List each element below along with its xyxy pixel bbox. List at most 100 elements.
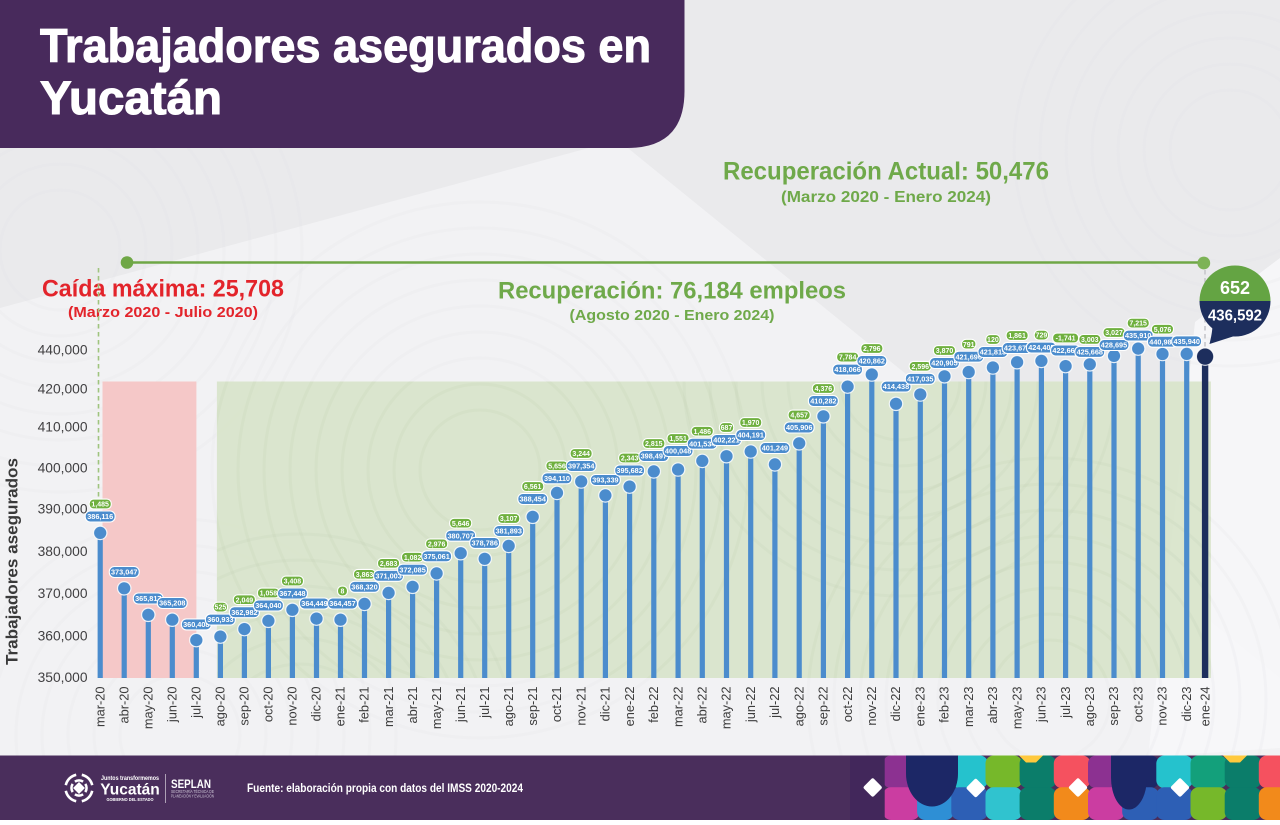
svg-text:360,933: 360,933 <box>207 615 233 624</box>
svg-text:1,861: 1,861 <box>1008 333 1026 340</box>
svg-text:Trabajadores asegurados en: Trabajadores asegurados en <box>40 19 651 72</box>
svg-text:Fuente: elaboración propia con: Fuente: elaboración propia con datos del… <box>247 781 523 795</box>
svg-text:ene-22: ene-22 <box>622 687 637 727</box>
svg-text:7,784: 7,784 <box>839 355 857 362</box>
svg-text:abr-23: abr-23 <box>985 687 1000 724</box>
svg-text:3,107: 3,107 <box>500 516 518 523</box>
svg-text:370,000: 370,000 <box>38 586 88 601</box>
svg-text:oct-22: oct-22 <box>840 687 855 723</box>
svg-text:687: 687 <box>721 425 733 432</box>
svg-text:364,457: 364,457 <box>329 599 355 608</box>
svg-text:362,982: 362,982 <box>231 608 257 617</box>
svg-text:365,208: 365,208 <box>159 599 185 608</box>
svg-text:ene-23: ene-23 <box>913 687 928 727</box>
svg-text:364,449: 364,449 <box>301 599 327 608</box>
svg-text:jun-21: jun-21 <box>453 687 468 724</box>
svg-text:395,682: 395,682 <box>616 466 642 475</box>
svg-text:jun-23: jun-23 <box>1034 687 1049 724</box>
svg-text:410,282: 410,282 <box>810 397 836 406</box>
svg-text:378,786: 378,786 <box>472 539 498 548</box>
svg-text:401,249: 401,249 <box>762 444 788 453</box>
svg-text:3,244: 3,244 <box>572 451 590 458</box>
svg-text:3,027: 3,027 <box>1105 330 1123 337</box>
svg-text:nov-23: nov-23 <box>1155 687 1170 726</box>
svg-text:2,343: 2,343 <box>621 456 639 463</box>
svg-text:(Agosto 2020 - Enero 2024): (Agosto 2020 - Enero 2024) <box>570 307 775 324</box>
svg-text:nov-21: nov-21 <box>573 687 588 726</box>
svg-text:abr-20: abr-20 <box>116 687 131 724</box>
svg-text:3,003: 3,003 <box>1081 337 1099 344</box>
svg-text:jul-20: jul-20 <box>189 687 204 719</box>
svg-text:436,592: 436,592 <box>1208 308 1262 325</box>
svg-text:3,408: 3,408 <box>284 579 302 586</box>
svg-text:414,438: 414,438 <box>883 382 909 391</box>
svg-text:2,049: 2,049 <box>236 597 254 604</box>
svg-text:ago-20: ago-20 <box>213 687 228 727</box>
svg-text:410,000: 410,000 <box>38 420 88 435</box>
svg-text:375,061: 375,061 <box>423 552 449 561</box>
svg-text:mar-21: mar-21 <box>381 687 396 728</box>
svg-text:372,085: 372,085 <box>399 565 425 574</box>
svg-text:422,664: 422,664 <box>1052 346 1079 355</box>
svg-text:440,000: 440,000 <box>38 343 88 358</box>
svg-text:401,534: 401,534 <box>689 439 716 448</box>
svg-text:417,035: 417,035 <box>907 374 933 383</box>
svg-text:Juntos transformemos: Juntos transformemos <box>101 775 159 782</box>
svg-text:390,000: 390,000 <box>38 502 88 517</box>
svg-text:Recuperación: 76,184 empleos: Recuperación: 76,184 empleos <box>498 278 846 305</box>
svg-text:386,116: 386,116 <box>87 512 113 521</box>
svg-text:mar-23: mar-23 <box>961 687 976 728</box>
svg-text:5,656: 5,656 <box>548 463 566 470</box>
svg-text:Caída máxima: 25,708: Caída máxima: 25,708 <box>42 276 284 303</box>
svg-text:1,551: 1,551 <box>669 436 687 443</box>
svg-text:2,596: 2,596 <box>912 364 930 371</box>
svg-text:nov-22: nov-22 <box>864 687 879 726</box>
svg-text:424,405: 424,405 <box>1028 343 1054 352</box>
svg-text:ene-21: ene-21 <box>333 687 348 727</box>
svg-text:oct-20: oct-20 <box>261 687 276 723</box>
svg-text:393,339: 393,339 <box>592 476 618 485</box>
svg-text:380,707: 380,707 <box>448 531 474 540</box>
svg-text:421,696: 421,696 <box>956 352 982 361</box>
svg-text:3,863: 3,863 <box>356 572 374 579</box>
svg-text:373,047: 373,047 <box>111 568 137 577</box>
svg-text:SECRETARÍA TÉCNICA DE: SECRETARÍA TÉCNICA DE <box>171 789 214 794</box>
svg-text:jul-22: jul-22 <box>767 687 782 719</box>
svg-text:sep-21: sep-21 <box>525 687 540 726</box>
svg-text:400,000: 400,000 <box>38 461 88 476</box>
svg-text:435,910: 435,910 <box>1125 331 1151 340</box>
svg-text:abr-22: abr-22 <box>695 687 710 724</box>
svg-text:nov-20: nov-20 <box>285 687 300 726</box>
svg-text:may-23: may-23 <box>1009 687 1024 730</box>
svg-text:ago-23: ago-23 <box>1082 687 1097 727</box>
svg-text:may-22: may-22 <box>719 687 734 730</box>
svg-text:sep-23: sep-23 <box>1106 687 1121 726</box>
svg-text:2,796: 2,796 <box>863 346 881 353</box>
svg-text:may-20: may-20 <box>141 687 156 730</box>
svg-text:398,497: 398,497 <box>641 452 667 461</box>
svg-text:388,454: 388,454 <box>520 495 547 504</box>
svg-text:364,040: 364,040 <box>255 601 281 610</box>
svg-text:sep-22: sep-22 <box>816 687 831 726</box>
svg-text:ene-24: ene-24 <box>1197 687 1212 727</box>
svg-text:1,970: 1,970 <box>742 420 760 427</box>
svg-text:371,003: 371,003 <box>375 571 401 580</box>
svg-text:-1,741: -1,741 <box>1056 336 1076 343</box>
svg-text:1,485: 1,485 <box>91 502 109 509</box>
svg-text:GOBIERNO DEL ESTADO: GOBIERNO DEL ESTADO <box>107 797 154 802</box>
svg-text:8: 8 <box>341 589 345 596</box>
svg-text:1,486: 1,486 <box>694 429 712 436</box>
svg-text:(Marzo 2020 - Julio 2020): (Marzo 2020 - Julio 2020) <box>68 304 258 321</box>
svg-text:dic-23: dic-23 <box>1179 687 1194 722</box>
svg-text:420,000: 420,000 <box>38 381 88 396</box>
svg-text:1,058: 1,058 <box>260 591 278 598</box>
svg-text:394,110: 394,110 <box>544 474 570 483</box>
svg-text:feb-21: feb-21 <box>357 687 372 723</box>
svg-text:7,215: 7,215 <box>1129 321 1147 328</box>
svg-text:ago-21: ago-21 <box>501 687 516 727</box>
svg-text:420,862: 420,862 <box>859 357 885 366</box>
svg-text:381,893: 381,893 <box>496 527 522 536</box>
svg-text:Trabajadores asegurados: Trabajadores asegurados <box>3 458 22 665</box>
svg-text:368,320: 368,320 <box>351 582 377 591</box>
svg-text:may-21: may-21 <box>429 687 444 730</box>
